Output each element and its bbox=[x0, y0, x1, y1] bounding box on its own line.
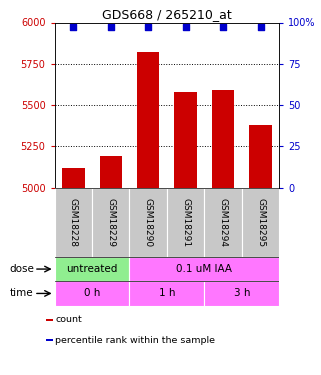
Bar bbox=[62, 168, 84, 188]
Point bbox=[146, 24, 151, 30]
Text: GSM18290: GSM18290 bbox=[144, 198, 153, 247]
Text: GSM18291: GSM18291 bbox=[181, 198, 190, 247]
Point bbox=[183, 24, 188, 30]
Bar bbox=[129, 188, 167, 257]
Bar bbox=[174, 92, 197, 188]
Bar bbox=[55, 188, 92, 257]
Bar bbox=[167, 188, 204, 257]
Text: time: time bbox=[10, 288, 33, 298]
Bar bbox=[129, 257, 279, 281]
Bar bbox=[100, 156, 122, 188]
Bar bbox=[242, 188, 279, 257]
Bar bbox=[46, 319, 53, 321]
Text: count: count bbox=[56, 315, 82, 324]
Text: GSM18228: GSM18228 bbox=[69, 198, 78, 247]
Bar bbox=[204, 188, 242, 257]
Point bbox=[108, 24, 113, 30]
Bar bbox=[212, 90, 234, 188]
Text: 0.1 uM IAA: 0.1 uM IAA bbox=[176, 264, 232, 274]
Text: GSM18229: GSM18229 bbox=[106, 198, 115, 247]
Bar bbox=[249, 125, 272, 188]
Point bbox=[258, 24, 263, 30]
Bar bbox=[46, 339, 53, 341]
Text: GSM18295: GSM18295 bbox=[256, 198, 265, 247]
Bar bbox=[55, 281, 129, 306]
Bar bbox=[129, 281, 204, 306]
Point bbox=[71, 24, 76, 30]
Text: 3 h: 3 h bbox=[234, 288, 250, 298]
Bar bbox=[92, 188, 129, 257]
Text: 0 h: 0 h bbox=[84, 288, 100, 298]
Text: 1 h: 1 h bbox=[159, 288, 175, 298]
Title: GDS668 / 265210_at: GDS668 / 265210_at bbox=[102, 8, 232, 21]
Bar bbox=[137, 52, 160, 188]
Bar bbox=[204, 281, 279, 306]
Text: percentile rank within the sample: percentile rank within the sample bbox=[56, 336, 215, 345]
Bar bbox=[55, 257, 129, 281]
Point bbox=[221, 24, 226, 30]
Text: untreated: untreated bbox=[66, 264, 118, 274]
Text: GSM18294: GSM18294 bbox=[219, 198, 228, 247]
Text: dose: dose bbox=[10, 264, 34, 274]
